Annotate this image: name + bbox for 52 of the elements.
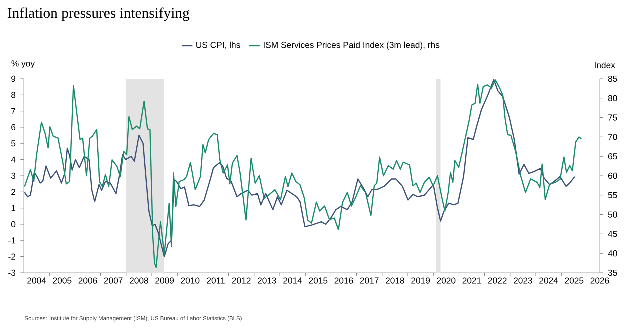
y2-tick-label: 60 bbox=[608, 172, 618, 180]
y2-tick-label: 40 bbox=[608, 250, 618, 257]
x-tick-label: 2011 bbox=[207, 278, 225, 284]
x-tick-label: 2005 bbox=[53, 278, 72, 284]
y2-tick-label: 35 bbox=[608, 270, 618, 276]
y-axis-title: % yoy bbox=[12, 60, 36, 68]
chart-title: Inflation pressures intensifying bbox=[8, 8, 190, 22]
x-tick-label: 2010 bbox=[181, 278, 200, 284]
y-tick-label: 8 bbox=[12, 92, 16, 98]
x-tick-label: 2019 bbox=[412, 278, 430, 284]
legend-label: US CPI, lhs bbox=[196, 42, 240, 50]
x-tick-label: 2022 bbox=[488, 278, 507, 284]
y2-tick-label: 50 bbox=[608, 212, 618, 218]
y-tick-label: 2 bbox=[12, 189, 16, 196]
y2-tick-label: 70 bbox=[608, 134, 618, 140]
x-tick-label: 2018 bbox=[386, 278, 404, 284]
y-tick-label: 7 bbox=[12, 108, 16, 114]
x-tick-label: 2013 bbox=[258, 278, 276, 284]
x-tick-label: 2004 bbox=[28, 278, 46, 284]
y2-tick-label: 65 bbox=[608, 154, 618, 160]
x-tick-label: 2007 bbox=[104, 278, 123, 284]
y-tick-label: 1 bbox=[12, 205, 16, 212]
y2-tick-label: 85 bbox=[608, 76, 618, 82]
x-tick-label: 2026 bbox=[590, 278, 610, 284]
x-tick-label: 2023 bbox=[514, 278, 532, 284]
y2-tick-label: 55 bbox=[608, 192, 618, 198]
x-tick-label: 2021 bbox=[462, 278, 482, 284]
y-tick-label: -1 bbox=[8, 238, 16, 244]
x-tick-label: 2015 bbox=[309, 278, 328, 284]
x-tick-label: 2020 bbox=[437, 278, 456, 284]
y2-tick-label: 80 bbox=[608, 95, 618, 102]
y2-tick-label: 45 bbox=[608, 231, 618, 238]
x-tick-label: 2008 bbox=[130, 278, 148, 284]
y-tick-label: -3 bbox=[8, 270, 16, 276]
x-tick-label: 2014 bbox=[284, 278, 302, 284]
x-tick-label: 2024 bbox=[540, 278, 558, 284]
x-tick-label: 2016 bbox=[334, 278, 354, 284]
y-tick-label: 4 bbox=[11, 156, 16, 163]
y-tick-label: 5 bbox=[12, 140, 16, 147]
y2-axis-title: Index bbox=[595, 62, 616, 68]
y-tick-label: -2 bbox=[8, 254, 16, 260]
y-tick-label: 0 bbox=[11, 221, 16, 228]
legend-label: ISM Services Prices Paid Index (3m lead), rhs bbox=[264, 42, 440, 50]
y-tick-label: 6 bbox=[12, 124, 16, 131]
y-tick-label: 9 bbox=[12, 76, 16, 82]
x-tick-label: 2025 bbox=[565, 278, 584, 284]
x-tick-label: 2009 bbox=[156, 278, 174, 284]
x-tick-label: 2006 bbox=[78, 278, 98, 284]
x-tick-label: 2017 bbox=[360, 278, 379, 284]
x-tick-label: 2012 bbox=[232, 278, 251, 284]
y-tick-label: 3 bbox=[11, 172, 16, 180]
y2-tick-label: 75 bbox=[608, 114, 618, 121]
